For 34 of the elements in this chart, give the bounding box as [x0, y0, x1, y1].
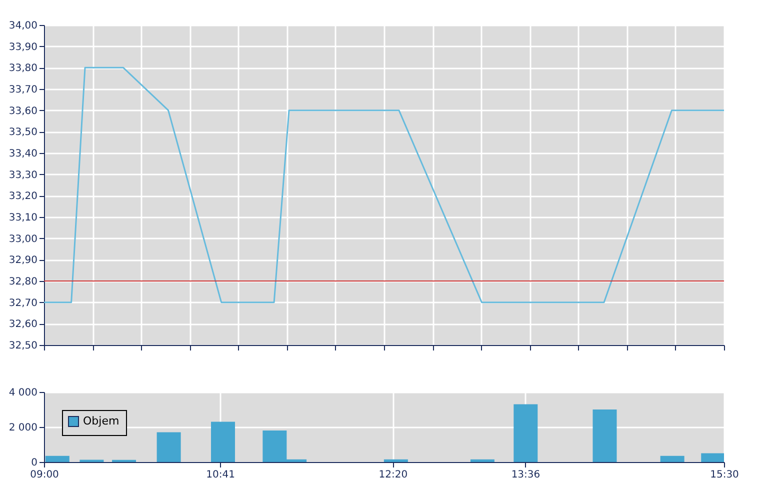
bar: [384, 459, 408, 462]
y-tick-label: 33,60: [8, 106, 38, 117]
y-tick-label: 0: [31, 458, 38, 468]
y-tick-label: 34,00: [8, 20, 38, 32]
x-tick-label: 12:20: [378, 470, 408, 480]
y-tick-label: 33,80: [8, 63, 38, 74]
bar: [156, 432, 181, 462]
bar: [210, 422, 235, 462]
x-tick-label: 13:36: [511, 470, 540, 480]
y-tick-label: 33,90: [8, 42, 38, 53]
y-tick-label: 33,50: [8, 127, 38, 138]
y-tick-label: 33,00: [8, 234, 38, 245]
bar: [45, 456, 70, 462]
y-tick-label: 33,20: [8, 191, 38, 202]
y-tick-label: 32,90: [8, 255, 38, 266]
bar: [470, 459, 494, 462]
bar: [592, 410, 617, 462]
x-tick-label: 09:00: [30, 470, 59, 480]
y-tick-label: 2 000: [8, 422, 38, 434]
y-tick-label: 33,10: [8, 212, 38, 224]
y-tick-label: 4 000: [8, 388, 38, 398]
y-tick-label: 32,60: [8, 319, 38, 330]
y-tick-label: 32,70: [8, 298, 38, 309]
x-tick-label: 10:41: [206, 470, 235, 480]
y-tick-label: 32,80: [8, 276, 38, 288]
y-tick-label: 33,70: [8, 84, 38, 96]
x-tick-label: 15:30: [710, 470, 739, 480]
y-tick-label: 32,50: [8, 340, 38, 352]
y-tick-label: 33,40: [8, 148, 38, 160]
bar: [701, 453, 724, 462]
bar: [660, 456, 684, 462]
legend-label: Objem: [83, 414, 120, 428]
bar: [514, 404, 538, 462]
y-tick-label: 33,30: [8, 170, 38, 181]
